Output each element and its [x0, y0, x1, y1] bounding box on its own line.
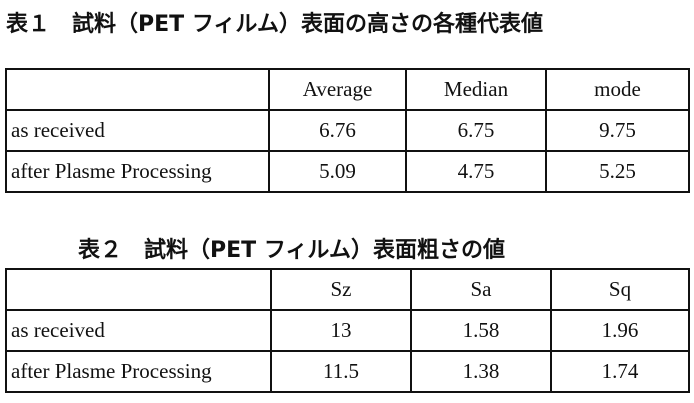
value-cell: 5.09 [268, 150, 407, 193]
value-cell: 1.96 [550, 309, 690, 352]
value-cell: 9.75 [545, 109, 690, 152]
value-cell: 1.74 [550, 350, 690, 393]
header-cell: Sa [410, 268, 552, 311]
corner-cell [5, 68, 270, 111]
header-row: Average Median mode [5, 68, 690, 111]
value-cell: 4.75 [405, 150, 547, 193]
value-cell: 6.76 [268, 109, 407, 152]
row: after Plasme Processing 5.09 4.75 5.25 [5, 150, 690, 193]
table: Average Median mode as received 6.76 6.75 9.75… [5, 68, 690, 193]
value-cell: 6.75 [405, 109, 547, 152]
row: as received 6.76 6.75 9.75 [5, 109, 690, 152]
table-title: 表２ 試料（PET フィルム）表面粗さの値 [78, 238, 505, 263]
table-title: 表１ 試料（PET フィルム）表面の高さの各種代表値 [6, 12, 543, 37]
value-cell: 11.5 [270, 350, 412, 393]
value-cell: 1.58 [410, 309, 552, 352]
header-cell: Average [268, 68, 407, 111]
value-cell: 5.25 [545, 150, 690, 193]
header-cell: mode [545, 68, 690, 111]
header-cell: Sz [270, 268, 412, 311]
header-row: Sz Sa Sq [5, 268, 690, 311]
row: as received 13 1.58 1.96 [5, 309, 690, 352]
row: after Plasme Processing 11.5 1.38 1.74 [5, 350, 690, 393]
value-cell: 13 [270, 309, 412, 352]
value-cell: 1.38 [410, 350, 552, 393]
header-cell: Median [405, 68, 547, 111]
table: Sz Sa Sq as received 13 1.58 1.96 after Plasme … [5, 268, 690, 393]
row-label: after Plasme Processing [5, 150, 270, 193]
row-label: as received [5, 109, 270, 152]
corner-cell [5, 268, 272, 311]
header-cell: Sq [550, 268, 690, 311]
row-label: after Plasme Processing [5, 350, 272, 393]
row-label: as received [5, 309, 272, 352]
